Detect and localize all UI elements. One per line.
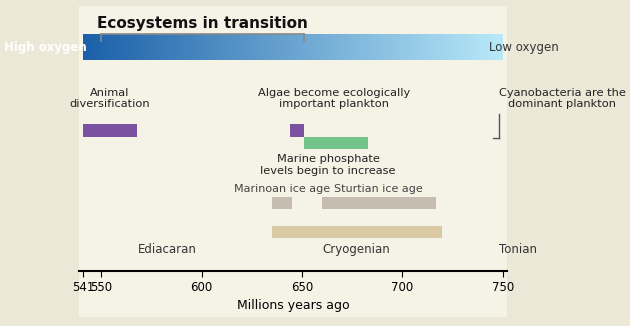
Text: Animal
diversification: Animal diversification xyxy=(69,88,149,109)
Bar xyxy=(290,125,304,137)
Text: Cyanobacteria are the
dominant plankton: Cyanobacteria are the dominant plankton xyxy=(499,88,626,109)
Text: Cryogenian: Cryogenian xyxy=(323,243,390,256)
Text: Algae become ecologically
important plankton: Algae become ecologically important plan… xyxy=(258,88,410,109)
Text: Ecosystems in transition: Ecosystems in transition xyxy=(97,16,308,31)
Bar xyxy=(83,125,137,137)
Text: Ediacaran: Ediacaran xyxy=(138,243,197,256)
Text: Tonian: Tonian xyxy=(499,243,537,256)
X-axis label: Millions years ago: Millions years ago xyxy=(237,299,349,312)
Text: Sturtian ice age: Sturtian ice age xyxy=(334,184,423,194)
Text: Marine phosphate
levels begin to increase: Marine phosphate levels begin to increas… xyxy=(260,155,396,176)
Bar xyxy=(304,137,368,149)
Bar xyxy=(272,198,292,209)
Text: Marinoan ice age: Marinoan ice age xyxy=(234,184,330,194)
Bar xyxy=(322,198,437,209)
Bar xyxy=(272,226,442,238)
Text: High oxygen: High oxygen xyxy=(4,40,87,53)
Text: Low oxygen: Low oxygen xyxy=(489,40,558,53)
